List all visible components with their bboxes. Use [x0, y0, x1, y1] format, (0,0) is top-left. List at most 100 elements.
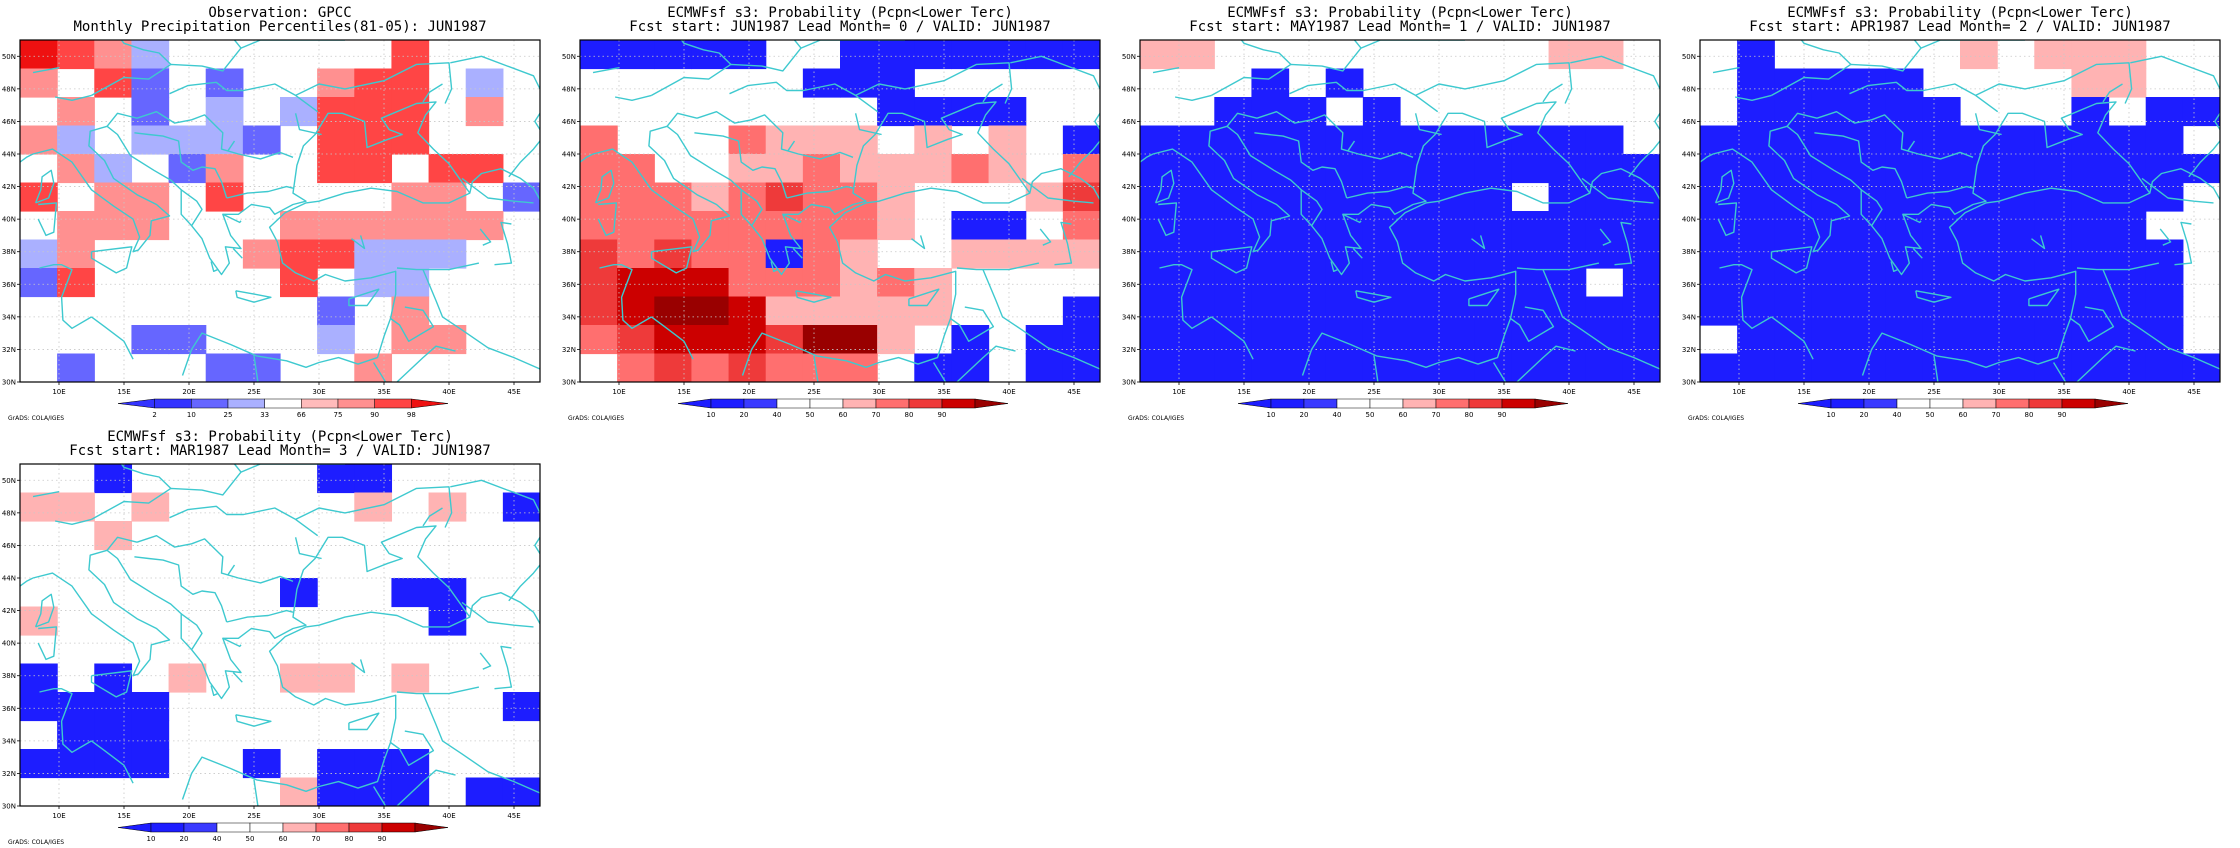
coastline [348, 288, 380, 307]
grid-cell [354, 464, 393, 494]
grid-cell [840, 268, 878, 298]
x-tick-label: 20E [182, 388, 195, 396]
colorbar-label: 10 [1267, 411, 1276, 419]
grid-cell [2071, 239, 2110, 269]
coastline [226, 609, 294, 623]
colorbar-swatch [908, 398, 943, 409]
grid-cell [765, 268, 804, 298]
grid-cell [580, 239, 618, 269]
colorbar-label: 70 [1432, 411, 1441, 419]
coastline [396, 262, 480, 271]
x-tick-label: 45E [507, 388, 520, 396]
grid-cell [802, 325, 841, 355]
colorbar-swatch [301, 398, 339, 409]
colorbar-swatch [1534, 398, 1569, 409]
grid-cell [1585, 211, 1624, 241]
coastline [390, 306, 435, 342]
grid-cell [1214, 97, 1253, 127]
coastline [136, 535, 294, 584]
grid-cell [428, 239, 467, 269]
coastline [1157, 202, 1178, 237]
grid-cell [877, 182, 915, 212]
colorbar-swatch [381, 822, 416, 833]
grid-cell [654, 239, 693, 269]
grid-cell [1511, 268, 1550, 298]
coastline [1152, 101, 1591, 376]
x-tick-label: 35E [2057, 388, 2070, 396]
grid-cell [1700, 154, 1738, 184]
coastline [2102, 83, 2123, 103]
grid-cell [94, 663, 133, 693]
map-panel-lead3: ECMWFsf s3: Probability (Pcpn<Lower Terc… [0, 424, 560, 848]
y-tick-label: 48N [2, 509, 16, 517]
x-tick-label: 45E [1067, 388, 1080, 396]
colorbar: 10 20 40 50 60 70 80 90 [677, 398, 1009, 419]
coastline [1589, 168, 1660, 200]
coastline [294, 537, 322, 560]
grid-cell [1848, 211, 1887, 241]
grid-cell [502, 692, 540, 722]
grid-cell [2108, 40, 2147, 70]
coastline [32, 101, 471, 376]
grid-cell [691, 182, 730, 212]
y-tick-label: 30N [2, 803, 16, 811]
chart-subtitle: Fcst start: MAY1987 Lead Month= 1 / VALI… [1189, 19, 1610, 35]
grid-cell [317, 239, 355, 269]
grid-cell [391, 268, 430, 298]
grid-cell [654, 211, 693, 241]
grid-cell [428, 578, 467, 608]
coastline [594, 169, 615, 204]
grid-cell [1288, 353, 1327, 382]
y-tick-label: 32N [1122, 346, 1136, 354]
coastline [508, 564, 540, 602]
coastline [1628, 140, 1660, 178]
grid-cell [877, 211, 915, 241]
grid-cell [1288, 154, 1327, 184]
grid-cell [914, 296, 953, 326]
grid-cell [502, 182, 540, 212]
grid-cell [1177, 325, 1215, 355]
coastline [37, 626, 58, 661]
y-tick-label: 46N [2, 542, 16, 550]
grid-cell [1325, 268, 1364, 298]
grid-cell [1960, 353, 1998, 382]
grid-cell [1700, 211, 1738, 241]
coastline [1347, 140, 1356, 152]
chart-subtitle: Monthly Precipitation Percentiles(81-05)… [73, 19, 486, 35]
grid-cell [840, 239, 878, 269]
coastline [1471, 235, 1486, 250]
coastline [2031, 235, 2046, 250]
grid-cell [131, 125, 170, 155]
grid-cell [1140, 239, 1178, 269]
coastline [1021, 177, 1094, 204]
grid-cell [1140, 353, 1178, 382]
colorbar: 2 10 25 33 66 75 90 98 [117, 398, 449, 419]
grid-cell [1960, 268, 1998, 298]
coastline [227, 140, 236, 152]
grid-cell [94, 464, 133, 494]
grid-cell [1848, 296, 1887, 326]
grid-cell [2145, 353, 2184, 382]
x-tick-label: 25E [807, 388, 820, 396]
coastline [1254, 132, 1348, 199]
y-tick-label: 46N [2, 118, 16, 126]
coastline [651, 40, 802, 97]
grid-cell [20, 182, 58, 212]
coastline [90, 246, 133, 274]
y-tick-label: 32N [562, 346, 576, 354]
colorbar-label: 80 [1465, 411, 1474, 419]
grid-cell [1025, 353, 1064, 382]
colorbar-swatch [776, 398, 811, 409]
grid-cell [728, 154, 767, 184]
grid-cell [840, 40, 878, 70]
grid-cell [2034, 353, 2073, 382]
coastline [933, 345, 1016, 382]
coastline [136, 111, 294, 160]
coastline [479, 228, 492, 246]
coastline [2076, 262, 2160, 271]
colorbar: 10 20 40 50 60 70 80 90 [1797, 398, 2129, 419]
coastline [1373, 355, 1379, 382]
grid-cell [317, 125, 355, 155]
grid-cell [1922, 268, 1961, 298]
grid-cell [2108, 211, 2147, 241]
